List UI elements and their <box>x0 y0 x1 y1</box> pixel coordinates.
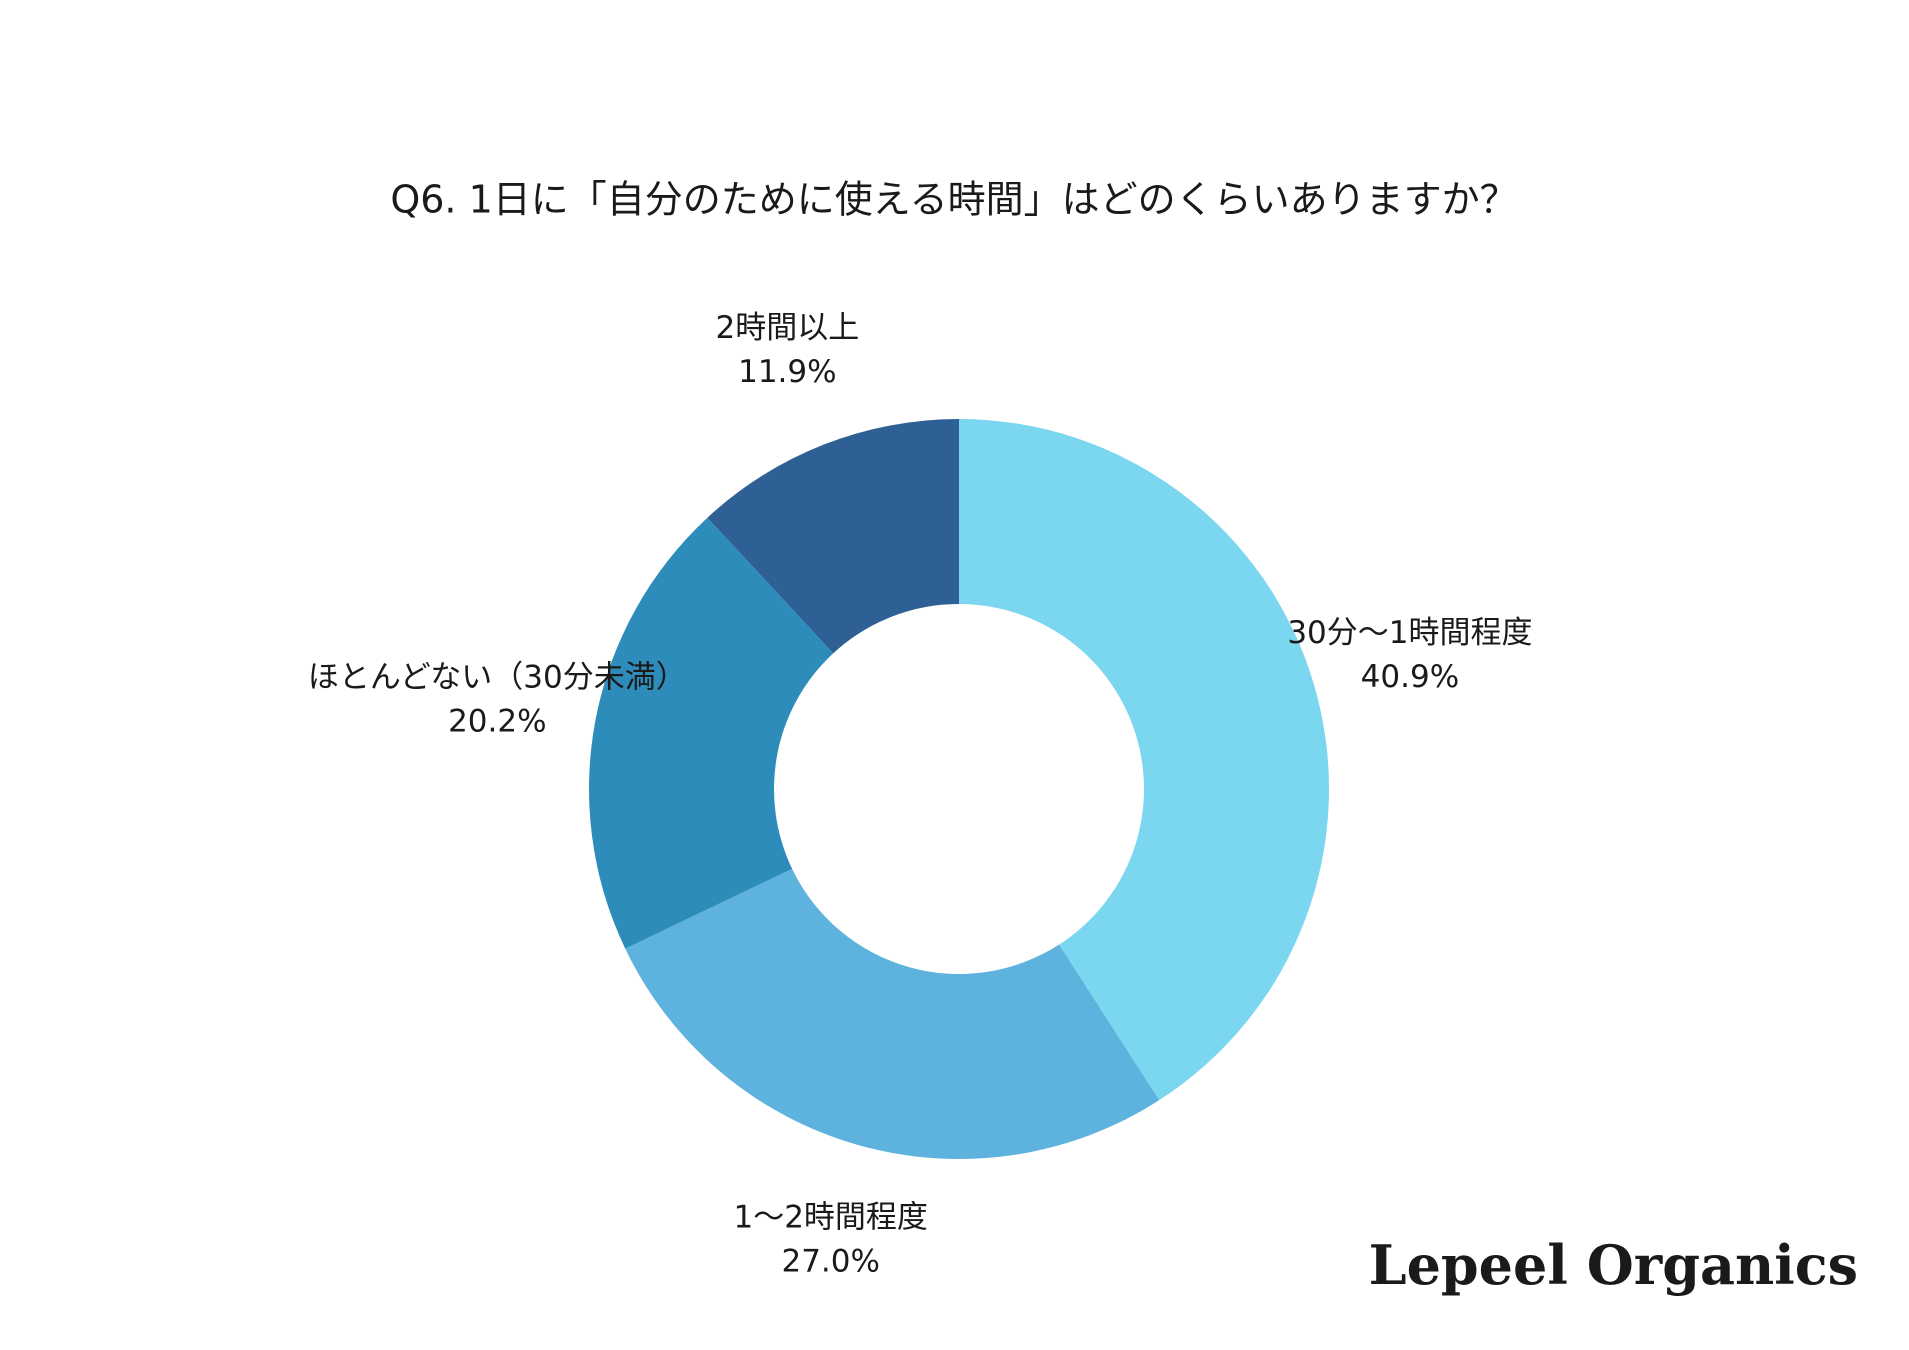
slice-value-label: 20.2% <box>448 703 546 739</box>
donut-slice <box>588 517 834 949</box>
slice-label: ほとんどない（30分未満） <box>308 659 687 695</box>
brand: Lepeel Organics <box>1369 1233 1858 1297</box>
donut-slice <box>959 419 1330 1101</box>
slice-label: 1〜2時間程度 <box>733 1200 927 1236</box>
slice-value-label: 27.0% <box>781 1244 879 1280</box>
slice-label: 30分〜1時間程度 <box>1287 615 1532 651</box>
slice-label: 2時間以上 <box>715 310 859 346</box>
donut-slice <box>707 419 959 654</box>
donut-slice <box>625 868 1160 1159</box>
slice-value-label: 11.9% <box>738 354 836 390</box>
chart-title: Q6. 1日に「自分のために使える時間」はどのくらいありますか？ <box>390 178 1517 222</box>
slice-value-label: 40.9% <box>1361 659 1459 695</box>
